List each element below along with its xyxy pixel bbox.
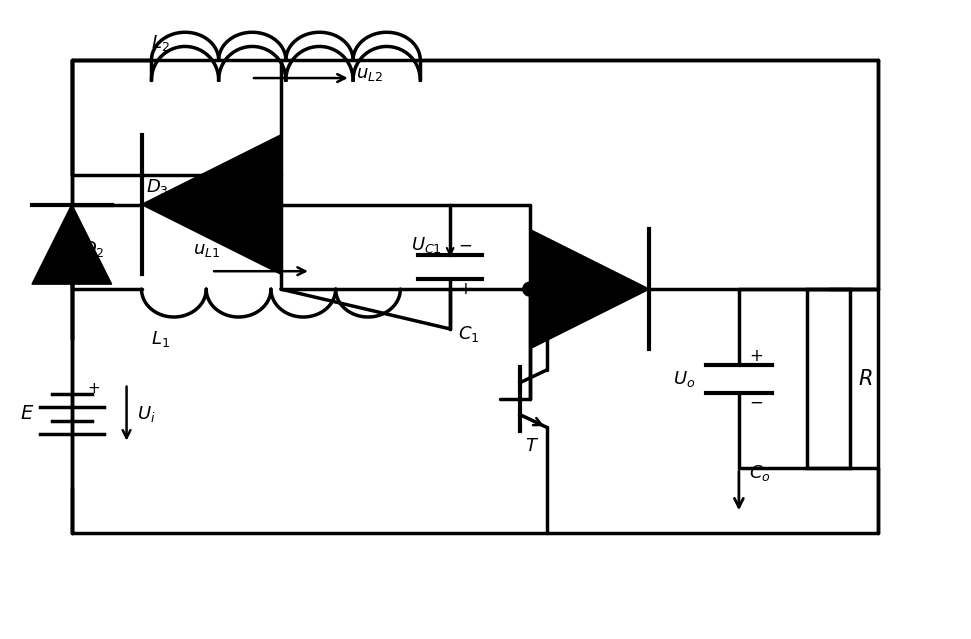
Text: $C_1$: $C_1$ <box>458 324 480 344</box>
Text: $U_i$: $U_i$ <box>137 404 155 424</box>
Text: $D_2$: $D_2$ <box>82 240 104 259</box>
Text: $+$: $+$ <box>458 280 472 298</box>
Text: $E$: $E$ <box>19 404 34 423</box>
Text: $+$: $+$ <box>86 381 100 396</box>
Polygon shape <box>142 135 281 274</box>
Circle shape <box>522 282 537 296</box>
Text: $-$: $-$ <box>458 236 472 254</box>
Text: $u_{L1}$: $u_{L1}$ <box>192 242 219 259</box>
Polygon shape <box>32 204 112 284</box>
Text: $T$: $T$ <box>525 437 539 455</box>
Text: $R$: $R$ <box>858 369 873 389</box>
Text: $D_1$: $D_1$ <box>568 254 591 274</box>
Text: $u_{L2}$: $u_{L2}$ <box>355 65 383 83</box>
Polygon shape <box>530 229 650 349</box>
Text: $L_1$: $L_1$ <box>151 329 170 349</box>
Text: $U_o$: $U_o$ <box>673 369 695 389</box>
Text: $-$: $-$ <box>749 392 763 411</box>
Text: $L_2$: $L_2$ <box>151 33 170 53</box>
Text: $D_3$: $D_3$ <box>147 176 169 197</box>
Text: $+$: $+$ <box>749 347 763 365</box>
Text: $U_{C1}$: $U_{C1}$ <box>412 235 442 255</box>
Text: $C_o$: $C_o$ <box>749 463 771 483</box>
